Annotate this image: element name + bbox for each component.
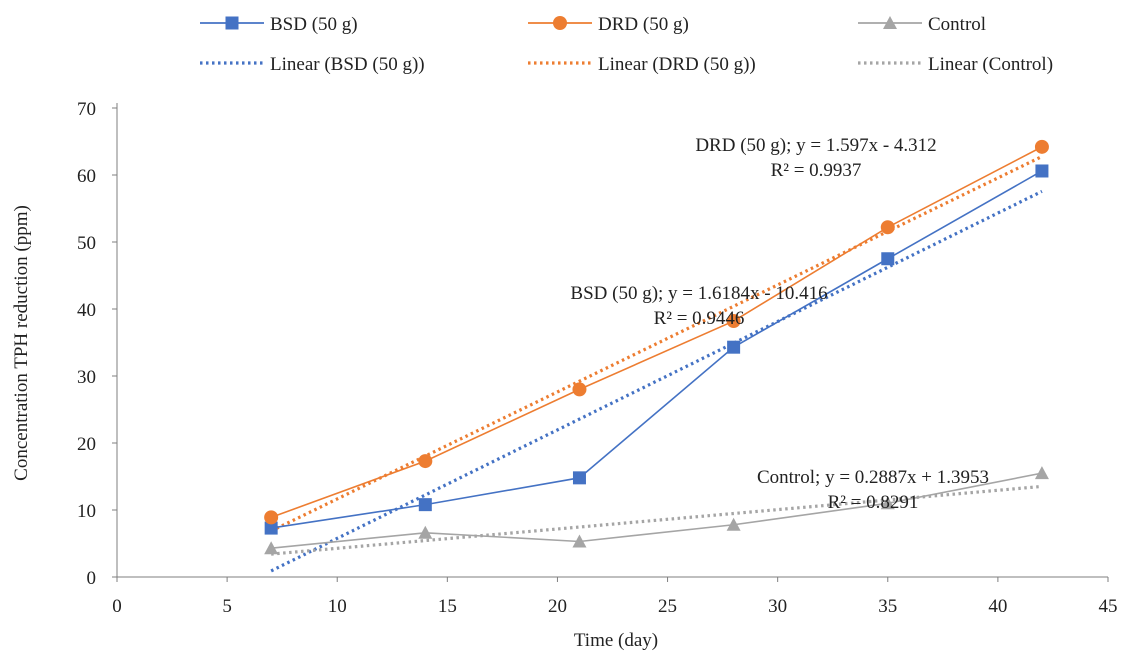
- data-point: [264, 521, 278, 535]
- x-tick-label: 20: [548, 596, 567, 617]
- x-tick-label: 5: [222, 596, 232, 617]
- y-tick-label: 40: [77, 300, 96, 321]
- x-tick-label: 40: [988, 596, 1007, 617]
- y-tick-label: 50: [77, 233, 96, 254]
- legend-label: Control: [928, 14, 986, 35]
- x-tick-label: 10: [328, 596, 347, 617]
- legend-label: Linear (BSD (50 g)): [270, 54, 425, 75]
- legend-marker: [883, 16, 897, 29]
- legend-label: DRD (50 g): [598, 14, 689, 35]
- trendlines: [270, 155, 1043, 573]
- data-point: [264, 510, 279, 525]
- annotations: DRD (50 g); y = 1.597x - 4.312 R² = 0.993…: [570, 135, 989, 513]
- data-point: [880, 220, 895, 235]
- legend-label: Linear (DRD (50 g)): [598, 54, 756, 75]
- data-point: [880, 496, 895, 510]
- trendline-equation: DRD (50 g); y = 1.597x - 4.312: [695, 135, 936, 156]
- x-tick-label: 30: [768, 596, 787, 617]
- data-point: [727, 340, 741, 354]
- y-tick-label: 70: [77, 99, 96, 120]
- trendline-r2: R² = 0.9446: [654, 308, 745, 329]
- legend-label: BSD (50 g): [270, 14, 358, 35]
- legend-marker: [553, 16, 567, 30]
- legend-label: Linear (Control): [928, 54, 1053, 75]
- x-tick-label: 0: [112, 596, 122, 617]
- x-axis-title: Time (day): [574, 630, 658, 651]
- y-tick-label: 0: [87, 568, 97, 589]
- data-point: [572, 382, 587, 397]
- y-tick-label: 60: [77, 166, 96, 187]
- data-point: [572, 534, 587, 548]
- legend-marker: [225, 16, 239, 30]
- y-tick-label: 30: [77, 367, 96, 388]
- trendline-r2: R² = 0.9937: [771, 160, 862, 181]
- data-point: [726, 517, 741, 531]
- trendline-equation: BSD (50 g); y = 1.6184x - 10.416: [570, 283, 827, 304]
- x-tick-label: 45: [1099, 596, 1118, 617]
- series-line: [271, 472, 1043, 549]
- data-point: [264, 541, 279, 555]
- x-tick-label: 25: [658, 596, 677, 617]
- series-line: [270, 146, 1043, 519]
- x-tick-label: 15: [438, 596, 457, 617]
- trendline-r2: R² = 0.8291: [828, 492, 919, 513]
- data-point: [881, 252, 895, 266]
- data-point: [726, 314, 741, 329]
- axes: 0 5 10 15 20 25 30 35 40 45 0 10 20 30 40 50 60 70: [77, 99, 1118, 617]
- y-axis-title: Concentration TPH reduction (ppm): [11, 205, 32, 481]
- trendline-equation: Control; y = 0.2887x + 1.3953: [757, 467, 989, 488]
- series-line: [271, 170, 1043, 529]
- data-point: [572, 471, 586, 485]
- data-point: [418, 498, 432, 512]
- data-point: [1034, 139, 1049, 154]
- data-point: [1035, 164, 1049, 178]
- series-group: [264, 139, 1049, 555]
- trendline: [270, 189, 1043, 573]
- y-tick-label: 20: [77, 434, 96, 455]
- trendline: [270, 155, 1043, 533]
- y-tick-label: 10: [77, 501, 96, 522]
- x-tick-label: 35: [878, 596, 897, 617]
- data-point: [1034, 466, 1049, 480]
- legend: BSD (50 g) DRD (50 g) Control Linear (BSD (…: [200, 14, 1053, 75]
- data-point: [418, 454, 433, 469]
- data-point: [418, 525, 433, 539]
